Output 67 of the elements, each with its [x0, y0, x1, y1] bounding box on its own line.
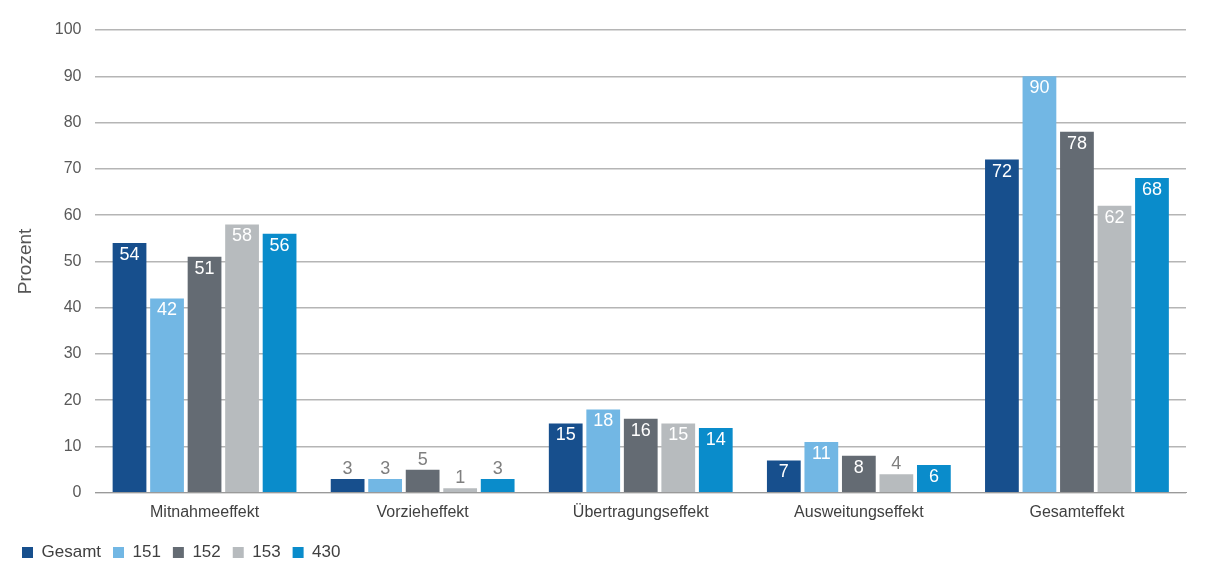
- legend-label: 153: [252, 542, 281, 562]
- data-label: 51: [194, 257, 215, 278]
- bar: [480, 478, 515, 493]
- bar: [548, 423, 583, 493]
- data-label: 5: [417, 448, 428, 469]
- data-label: 6: [928, 466, 939, 486]
- y-tick-label: 20: [63, 390, 82, 408]
- bar: [586, 409, 621, 493]
- y-tick-label: 50: [63, 251, 82, 269]
- bar: [1135, 178, 1169, 493]
- legend-label: 430: [312, 542, 341, 562]
- x-tick-label: Mitnahmeeffekt: [150, 502, 260, 520]
- y-tick-label: 80: [63, 112, 82, 130]
- y-tick-label: 100: [54, 20, 82, 38]
- data-label: 3: [492, 457, 503, 478]
- data-label: 62: [1104, 206, 1125, 227]
- data-label: 54: [119, 243, 140, 264]
- data-label: 7: [778, 461, 789, 482]
- data-label: 8: [853, 456, 864, 477]
- x-tick-label: Gesamteffekt: [1029, 502, 1125, 520]
- data-label: 16: [630, 419, 651, 440]
- bar: [368, 478, 403, 493]
- data-label: 78: [1066, 132, 1087, 153]
- bar: [112, 242, 147, 493]
- y-axis-title: Prozent: [13, 227, 35, 295]
- y-tick-label: 70: [63, 159, 82, 177]
- legend-label: 151: [132, 542, 161, 562]
- data-label: 56: [269, 234, 290, 255]
- y-tick-label: 90: [63, 66, 82, 84]
- data-label: 72: [991, 160, 1012, 181]
- data-label: 3: [380, 457, 391, 478]
- data-label: 15: [555, 424, 576, 445]
- bar: [405, 469, 440, 493]
- bar: [150, 298, 184, 493]
- data-label: 14: [705, 428, 726, 449]
- data-label: 15: [668, 424, 689, 445]
- y-tick-label: 30: [63, 344, 82, 362]
- data-label: 90: [1029, 77, 1050, 98]
- data-label: 58: [232, 225, 253, 246]
- bar: [187, 256, 222, 493]
- bar: [841, 455, 876, 493]
- data-label: 42: [157, 299, 178, 320]
- data-label: 4: [891, 453, 902, 474]
- bar: [916, 465, 951, 493]
- x-tick-label: Vorzieheffekt: [376, 502, 470, 520]
- y-tick-label: 40: [63, 298, 82, 316]
- data-label: 1: [455, 467, 466, 488]
- data-label: 3: [342, 457, 353, 478]
- bar: [698, 428, 733, 493]
- y-tick-label: 0: [72, 483, 82, 501]
- bar: [330, 478, 365, 493]
- legend-label: 152: [192, 542, 221, 562]
- data-label: 18: [593, 410, 614, 431]
- bar: [766, 460, 801, 493]
- x-tick-label: Ausweitungseffekt: [794, 502, 925, 520]
- bar: [985, 159, 1019, 493]
- data-label: 11: [811, 442, 831, 463]
- y-tick-label: 10: [63, 436, 82, 454]
- bar: [262, 233, 297, 493]
- bar: [804, 441, 839, 493]
- bar: [1060, 131, 1094, 493]
- bar: [623, 418, 658, 493]
- data-label: 68: [1141, 179, 1162, 200]
- legend-label: Gesamt: [41, 542, 102, 562]
- bar: [1022, 76, 1057, 493]
- x-tick-label: Übertragungseffekt: [572, 502, 710, 520]
- y-tick-label: 60: [63, 205, 82, 223]
